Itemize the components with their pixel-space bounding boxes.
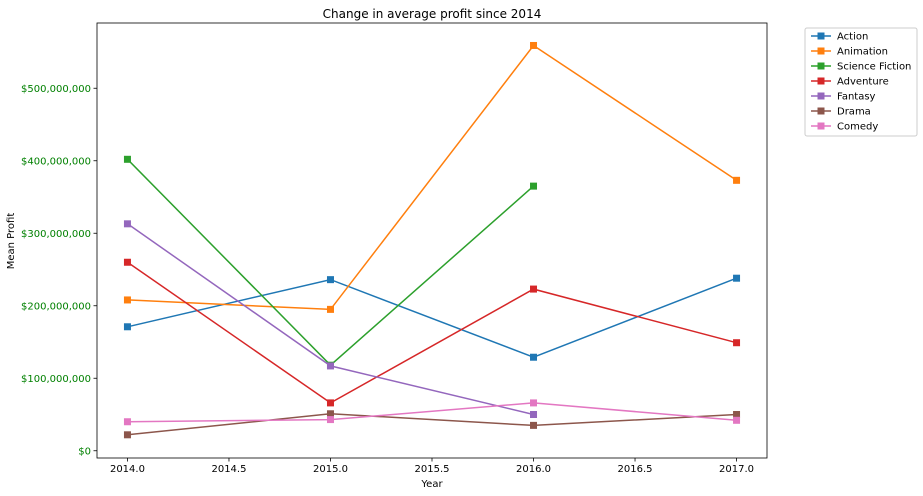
data-point-animation [326, 305, 334, 313]
series-line-animation [127, 44, 737, 311]
x-tick-label: 2016.0 [516, 464, 551, 475]
legend-label: Action [837, 32, 868, 43]
legend-swatch-marker [817, 122, 825, 130]
x-tick-label: 2017.0 [719, 464, 754, 475]
data-point-drama [123, 431, 131, 439]
legend-item-fantasy: Fantasy [811, 92, 876, 103]
legend-swatch-marker [817, 47, 825, 55]
legend-swatch-marker [817, 77, 825, 85]
x-tick-label: 2014.5 [211, 464, 246, 475]
data-point-animation [123, 296, 131, 304]
data-point-science-fiction [123, 155, 131, 163]
data-point-animation [733, 176, 741, 184]
data-point-comedy [733, 416, 741, 424]
y-tick-label: $100,000,000 [21, 374, 91, 385]
legend-swatch-marker [817, 32, 825, 40]
legend-label: Drama [837, 107, 871, 118]
data-point-fantasy [326, 362, 334, 370]
data-point-adventure [326, 399, 334, 407]
legend-swatch-marker [817, 62, 825, 70]
legend-box [804, 27, 918, 137]
y-tick-label: $500,000,000 [21, 84, 91, 95]
y-tick-label: $200,000,000 [21, 301, 91, 312]
y-tick-label: $400,000,000 [21, 156, 91, 167]
plot-area: 2014.0 2014.5 2015.0 2015.5 2016.0 2016.5 2017… [21, 22, 768, 475]
legend-swatch-marker [817, 107, 825, 115]
data-point-adventure [530, 285, 538, 293]
data-point-fantasy [530, 411, 538, 418]
data-point-action [123, 323, 131, 331]
data-point-comedy [123, 418, 131, 426]
data-point-drama [326, 410, 334, 418]
legend: Action Animation Science Fiction Adventure F… [804, 27, 918, 137]
data-point-animation [530, 41, 538, 49]
series-drama [123, 410, 741, 439]
series-animation [123, 41, 741, 313]
x-tick-label: 2015.5 [415, 464, 450, 475]
series-line-fantasy [127, 223, 534, 416]
series-line-drama [127, 413, 737, 436]
legend-label: Fantasy [837, 92, 876, 103]
y-tick-label: $300,000,000 [21, 229, 91, 240]
legend-label: Animation [837, 47, 888, 58]
plot-frame [96, 22, 768, 459]
legend-item-animation: Animation [811, 47, 888, 58]
legend-item-comedy: Comedy [811, 122, 878, 133]
series-fantasy [123, 220, 538, 418]
data-point-fantasy [123, 220, 131, 228]
data-point-action [733, 274, 741, 282]
data-point-comedy [326, 416, 334, 424]
y-tick-label: $0 [78, 446, 91, 457]
series-action [123, 274, 741, 361]
legend-item-science-fiction: Science Fiction [811, 62, 911, 73]
data-point-adventure [123, 258, 131, 266]
legend-label: Comedy [837, 122, 878, 133]
data-point-action [530, 353, 538, 361]
series-comedy [123, 399, 741, 426]
series-line-action [127, 277, 737, 359]
legend-label: Adventure [837, 77, 889, 88]
data-point-science-fiction [530, 182, 538, 190]
legend-swatch-marker [817, 92, 825, 100]
series-line-comedy [127, 402, 737, 423]
y-axis-label: Mean Profit [6, 213, 17, 270]
data-point-drama [733, 411, 741, 418]
x-axis-label: Year [420, 479, 443, 490]
series-line-adventure [127, 261, 737, 404]
x-tick-label: 2014.0 [110, 464, 145, 475]
legend-label: Science Fiction [837, 62, 911, 73]
data-point-drama [530, 421, 538, 429]
legend-item-drama: Drama [811, 107, 871, 118]
data-point-action [326, 276, 334, 284]
data-point-adventure [733, 339, 741, 347]
legend-item-adventure: Adventure [811, 77, 889, 88]
x-tick-label: 2015.0 [313, 464, 348, 475]
data-point-comedy [530, 399, 538, 407]
legend-item-action: Action [811, 32, 868, 43]
series-adventure [123, 258, 741, 407]
series-science-fiction [123, 155, 538, 369]
chart-title: Change in average profit since 2014 [323, 7, 542, 21]
x-tick-label: 2016.5 [618, 464, 653, 475]
